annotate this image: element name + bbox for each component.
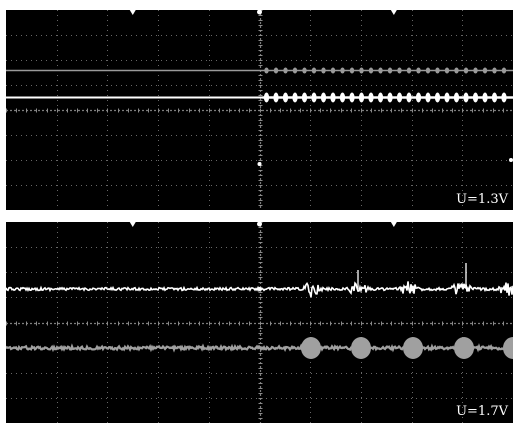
graticule-grid	[6, 10, 513, 210]
trace-group	[6, 222, 513, 359]
pulse-dot	[368, 67, 374, 74]
pulse-dot	[264, 67, 269, 74]
burst-blob	[301, 337, 321, 359]
pulse-dot	[454, 67, 459, 74]
trigger-marker	[390, 10, 397, 15]
pulse-dot	[349, 92, 355, 103]
pulse-dot	[406, 92, 412, 103]
oscilloscope-trace-area-bottom	[6, 222, 513, 423]
pulse-dot	[406, 67, 412, 74]
oscilloscope-screen-bottom: U=1.7V	[6, 222, 513, 423]
pulse-dot	[282, 92, 289, 103]
pulse-dot	[444, 67, 450, 74]
pulse-dot	[292, 92, 298, 103]
pulse-dot	[434, 92, 441, 103]
pulse-dot	[463, 67, 469, 74]
pulse-dot	[321, 67, 326, 74]
trigger-marker	[390, 222, 397, 227]
pulse-dot	[301, 92, 308, 103]
burst-blob	[351, 337, 371, 359]
pulse-dot	[339, 92, 346, 103]
voltage-readout: U=1.7V	[456, 404, 508, 419]
burst-blob	[503, 337, 513, 359]
pulse-dot	[472, 92, 479, 103]
pulse-dot	[378, 67, 383, 74]
burst-blob	[403, 337, 423, 359]
pulse-dot	[501, 92, 507, 103]
pulse-dot	[425, 67, 431, 74]
trigger-marker	[257, 162, 262, 166]
pulse-dot	[311, 67, 317, 74]
trigger-marker	[509, 158, 513, 162]
graticule-grid	[6, 222, 513, 423]
pulse-dot	[330, 67, 336, 74]
pulse-dot	[292, 67, 298, 74]
pulse-dot	[320, 92, 327, 103]
trigger-marker	[257, 10, 262, 15]
pulse-dot	[397, 67, 402, 74]
pulse-dot	[453, 92, 460, 103]
pulse-dot	[387, 92, 393, 103]
pulse-dot	[492, 67, 497, 74]
oscilloscope-screen-top: U=1.3V	[6, 10, 513, 210]
trigger-marker	[129, 222, 136, 227]
pulse-dot	[340, 67, 345, 74]
pulse-dot	[473, 67, 478, 74]
pulse-dot	[368, 92, 374, 103]
pulse-dot	[387, 67, 393, 74]
oscilloscope-trace-area-top	[6, 10, 513, 210]
pulse-dot	[415, 92, 422, 103]
pulse-dot	[358, 92, 365, 103]
pulse-dot	[311, 92, 317, 103]
pulse-dot	[482, 92, 488, 103]
trace-lower	[6, 343, 513, 353]
trigger-marker	[257, 222, 262, 227]
pulse-dot	[501, 67, 507, 74]
pulse-dot	[425, 92, 431, 103]
pulse-dot	[330, 92, 336, 103]
pulse-dot	[377, 92, 384, 103]
trigger-marker	[129, 10, 136, 15]
pulse-dot	[263, 92, 270, 103]
pulse-dot	[273, 67, 279, 74]
pulse-dot	[359, 67, 364, 74]
pulse-dot	[416, 67, 421, 74]
pulse-dot	[482, 67, 488, 74]
pulse-dot	[463, 92, 469, 103]
pulse-dot	[283, 67, 288, 74]
trigger-marker	[257, 287, 262, 291]
burst-blob	[454, 337, 474, 359]
pulse-dot	[273, 92, 279, 103]
pulse-dot	[444, 92, 450, 103]
voltage-readout: U=1.3V	[456, 192, 508, 207]
pulse-dot	[349, 67, 355, 74]
pulse-dot	[435, 67, 440, 74]
pulse-dot	[396, 92, 403, 103]
pulse-dot	[302, 67, 307, 74]
trace-group	[6, 10, 513, 166]
pulse-dot	[491, 92, 498, 103]
